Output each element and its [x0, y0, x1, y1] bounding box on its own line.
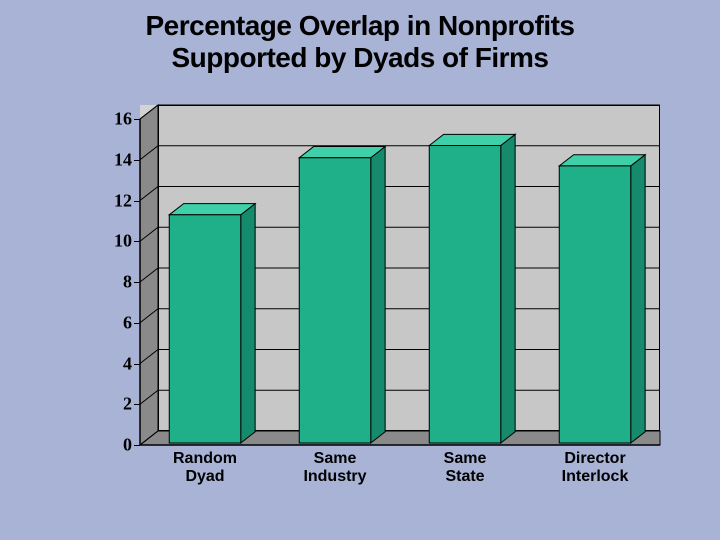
y-tick-label: 8 [123, 272, 132, 293]
x-axis: RandomDyadSameIndustrySameStateDirectorI… [140, 450, 660, 510]
slide: Percentage Overlap in Nonprofits Support… [0, 0, 720, 540]
bar [559, 155, 645, 443]
chart-title: Percentage Overlap in Nonprofits Support… [0, 10, 720, 74]
title-line2: Supported by Dyads of Firms [172, 42, 549, 73]
bar [299, 147, 385, 443]
bar [429, 134, 515, 443]
chart-overlay [140, 105, 660, 445]
category-label: SameState [400, 450, 530, 485]
y-tick-label: 4 [123, 353, 132, 374]
y-tick-label: 14 [114, 149, 132, 170]
bar [169, 204, 255, 443]
y-tick-label: 16 [114, 109, 132, 130]
plot-area [140, 105, 660, 445]
category-label: RandomDyad [140, 450, 270, 485]
chart: 0 2 4 6 8 10 12 14 16 RandomDyadSameIndustrySame… [90, 105, 660, 505]
y-tick-label: 10 [114, 231, 132, 252]
category-label: DirectorInterlock [530, 450, 660, 485]
y-tick-label: 2 [123, 394, 132, 415]
y-tick-label: 6 [123, 312, 132, 333]
y-tick-label: 12 [114, 190, 132, 211]
y-axis: 0246810121416 [90, 105, 136, 445]
category-label: SameIndustry [270, 450, 400, 485]
title-line1: Percentage Overlap in Nonprofits [146, 10, 575, 41]
y-tick-label: 0 [123, 435, 132, 456]
